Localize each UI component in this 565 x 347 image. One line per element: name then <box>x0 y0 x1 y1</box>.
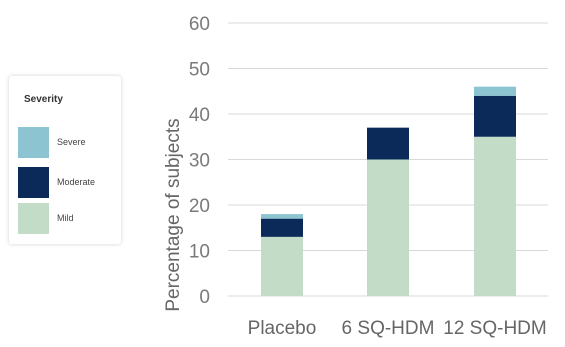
legend-label-severe: Severe <box>57 137 86 147</box>
bar-mild-2 <box>474 136 516 296</box>
y-axis-label: Percentage of subjects <box>163 118 184 311</box>
bar-moderate-0 <box>261 218 303 237</box>
y-tick-label: 30 <box>189 151 210 172</box>
y-tick-label: 40 <box>189 105 210 126</box>
bar-mild-0 <box>261 236 303 296</box>
bar-mild-1 <box>367 159 409 296</box>
x-tick-label: 12 SQ-HDM <box>443 318 546 339</box>
x-tick-label: Placebo <box>248 318 317 339</box>
legend-label-mild: Mild <box>57 213 74 223</box>
bars <box>261 86 516 296</box>
legend-swatch-mild <box>18 203 49 234</box>
y-tick-label: 10 <box>189 242 210 263</box>
y-axis-ticks: 0 10 20 30 40 50 60 <box>189 14 210 308</box>
legend-title: Severity <box>24 94 63 105</box>
y-tick-label: 50 <box>189 60 210 81</box>
legend-label-moderate: Moderate <box>57 177 96 187</box>
bar-severe-0 <box>261 214 303 219</box>
x-tick-label: 6 SQ-HDM <box>342 318 435 339</box>
x-axis-labels: Placebo 6 SQ-HDM 12 SQ-HDM <box>248 318 547 339</box>
legend: Severity Severe Moderate Mild <box>9 76 121 244</box>
y-tick-label: 20 <box>189 196 210 217</box>
bar-severe-2 <box>474 86 516 96</box>
legend-swatch-severe <box>18 127 49 158</box>
bar-moderate-2 <box>474 95 516 137</box>
y-tick-label: 60 <box>189 14 210 35</box>
y-tick-label: 0 <box>199 287 210 308</box>
legend-swatch-moderate <box>18 167 49 198</box>
bar-moderate-1 <box>367 127 409 160</box>
